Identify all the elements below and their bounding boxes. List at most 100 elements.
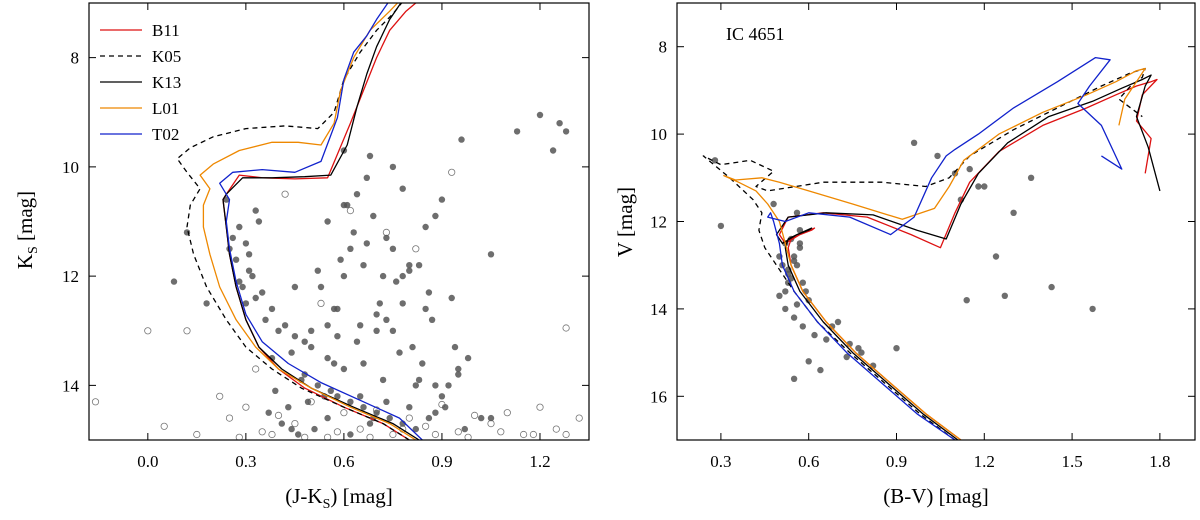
left-open-point-40 bbox=[562, 430, 570, 439]
left-open-point-4 bbox=[225, 414, 234, 422]
left-filled-point-23 bbox=[262, 316, 269, 323]
left-x-ticks: 0.0 0.3 0.6 0.9 1.2 bbox=[137, 3, 551, 471]
right-isochrone-k05 bbox=[702, 67, 1146, 440]
right-y-axis-title: V [mag] bbox=[613, 187, 637, 257]
right-filled-point-28 bbox=[790, 375, 798, 382]
left-filled-point-60 bbox=[285, 404, 292, 411]
left-open-point-30 bbox=[366, 433, 374, 440]
left-filled-point-32 bbox=[406, 404, 413, 411]
right-x-tick-label-5: 1.8 bbox=[1149, 452, 1170, 471]
left-x-tick-label-2: 0.6 bbox=[333, 452, 354, 471]
left-open-point-15 bbox=[575, 414, 583, 422]
left-filled-point-30 bbox=[353, 338, 361, 345]
right-filled-points bbox=[711, 139, 1096, 382]
left-open-point-24 bbox=[503, 409, 511, 417]
left-open-point-45 bbox=[382, 228, 390, 236]
left-open-point-5 bbox=[258, 428, 266, 436]
right-filled-point-24 bbox=[823, 336, 830, 343]
left-isochrone-b11 bbox=[222, 3, 417, 440]
left-filled-point-26 bbox=[239, 283, 246, 291]
left-filled-point-41 bbox=[432, 409, 439, 416]
left-isochrone-k13 bbox=[222, 3, 420, 440]
right-filled-point-45 bbox=[1027, 174, 1035, 181]
left-filled-point-98 bbox=[406, 262, 413, 269]
left-filled-point-92 bbox=[366, 152, 374, 160]
left-open-point-46 bbox=[448, 168, 456, 176]
left-open-point-14 bbox=[552, 425, 560, 433]
left-filled-point-50 bbox=[428, 316, 436, 323]
right-filled-point-47 bbox=[966, 165, 973, 173]
left-filled-point-121 bbox=[451, 343, 459, 351]
left-filled-point-67 bbox=[242, 300, 250, 307]
left-open-point-33 bbox=[464, 433, 472, 440]
right-x-tick-label-1: 0.6 bbox=[798, 452, 819, 471]
right-filled-point-31 bbox=[828, 323, 836, 330]
left-filled-point-100 bbox=[513, 128, 521, 135]
left-open-point-27 bbox=[268, 430, 276, 439]
right-filled-point-43 bbox=[1048, 283, 1055, 291]
right-filled-point-53 bbox=[793, 209, 801, 216]
legend-label-l01: L01 bbox=[152, 99, 179, 118]
right-x-tick-label-3: 1.2 bbox=[974, 452, 995, 471]
right-filled-point-48 bbox=[951, 170, 959, 177]
left-filled-point-104 bbox=[549, 147, 557, 154]
left-filled-point-80 bbox=[419, 360, 426, 367]
left-filled-point-114 bbox=[301, 338, 308, 345]
left-open-point-6 bbox=[291, 419, 299, 428]
legend-label-t02: T02 bbox=[152, 125, 179, 144]
left-filled-point-75 bbox=[304, 398, 312, 405]
left-filled-point-16 bbox=[360, 404, 367, 411]
left-y-tick-label-2: 12 bbox=[62, 267, 79, 286]
left-filled-point-6 bbox=[268, 305, 276, 313]
left-filled-point-1 bbox=[236, 223, 243, 231]
left-filled-point-105 bbox=[432, 212, 439, 220]
left-filled-point-107 bbox=[438, 196, 446, 203]
right-x-axis-title: (B-V) [mag] bbox=[883, 484, 989, 508]
left-filled-point-4 bbox=[249, 272, 256, 280]
right-filled-point-50 bbox=[796, 240, 804, 247]
left-open-point-12 bbox=[487, 419, 495, 428]
left-filled-point-79 bbox=[389, 327, 397, 334]
left-open-point-34 bbox=[497, 428, 505, 436]
left-filled-point-72 bbox=[265, 409, 272, 416]
left-filled-point-40 bbox=[415, 376, 423, 384]
right-filled-point-35 bbox=[893, 345, 900, 352]
left-filled-point-112 bbox=[487, 251, 495, 258]
left-open-point-9 bbox=[389, 430, 397, 439]
left-filled-point-57 bbox=[406, 267, 413, 274]
left-filled-point-126 bbox=[383, 316, 390, 323]
left-open-point-19 bbox=[340, 409, 348, 417]
left-filled-point-47 bbox=[376, 300, 383, 307]
right-filled-point-20 bbox=[782, 305, 789, 313]
right-filled-point-25 bbox=[834, 318, 842, 326]
left-filled-point-46 bbox=[357, 322, 364, 329]
right-filled-point-32 bbox=[843, 353, 850, 361]
left-filled-point-76 bbox=[317, 283, 325, 291]
left-filled-point-83 bbox=[487, 414, 495, 422]
left-open-point-23 bbox=[470, 411, 479, 419]
left-filled-point-93 bbox=[399, 185, 406, 192]
right-filled-point-38 bbox=[963, 297, 970, 304]
right-filled-point-44 bbox=[1089, 305, 1096, 313]
left-open-point-1 bbox=[91, 398, 100, 406]
left-open-point-0 bbox=[144, 327, 152, 335]
left-filled-point-21 bbox=[275, 327, 282, 334]
left-filled-point-59 bbox=[272, 387, 279, 394]
left-filled-point-116 bbox=[170, 278, 178, 285]
right-filled-point-1 bbox=[717, 222, 725, 230]
left-filled-point-127 bbox=[455, 365, 462, 373]
left-filled-point-94 bbox=[422, 223, 429, 231]
left-filled-point-89 bbox=[353, 191, 361, 198]
right-filled-point-42 bbox=[1010, 209, 1017, 216]
left-filled-point-119 bbox=[373, 327, 380, 334]
left-isochrones bbox=[176, 3, 423, 440]
left-filled-point-45 bbox=[334, 333, 341, 340]
left-filled-point-91 bbox=[288, 425, 295, 433]
left-y-axis-title: KS [mag] bbox=[13, 191, 41, 269]
left-open-point-2 bbox=[160, 422, 168, 430]
left-open-point-3 bbox=[193, 430, 201, 439]
left-y-ticks: 8 10 12 14 bbox=[62, 49, 589, 395]
left-filled-point-109 bbox=[324, 218, 331, 225]
left-filled-point-39 bbox=[396, 349, 403, 356]
left-open-points bbox=[91, 168, 583, 440]
